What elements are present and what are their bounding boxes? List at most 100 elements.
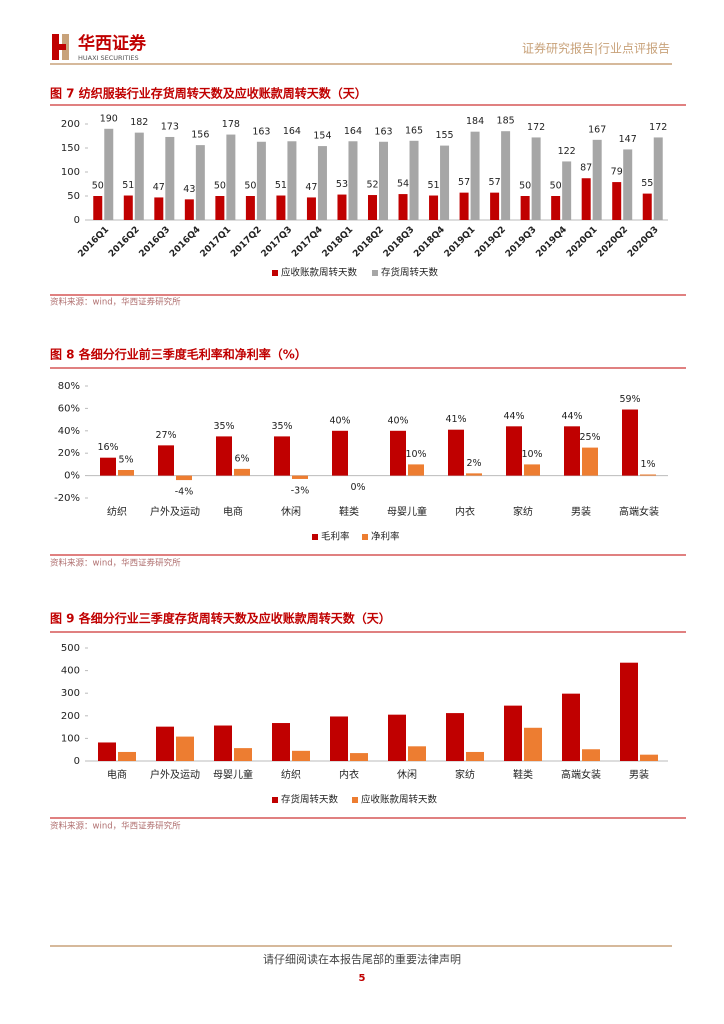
bar [564,426,580,476]
y-tick-label: 150 [61,143,80,154]
bar [531,137,541,220]
data-label: 79 [611,167,623,178]
bar [408,746,426,761]
bar [653,137,663,220]
bar [100,457,116,476]
y-tick-label: 0% [64,471,80,482]
legend-swatch [352,797,358,803]
bar [408,464,424,476]
data-label: 57 [489,177,501,188]
data-label: 173 [161,121,179,132]
x-tick-label: 2016Q1 [77,225,112,260]
bar [490,192,500,220]
x-tick-label: 2016Q3 [138,225,173,260]
bar [440,145,450,220]
bar [98,742,116,761]
bar [592,139,602,220]
x-tick-label: 2016Q4 [168,225,203,260]
data-label: -4% [175,487,194,498]
bar [215,196,225,220]
bar [234,748,252,761]
data-label: 57 [458,177,470,188]
x-tick-label: 2018Q3 [382,225,417,260]
bar [93,196,103,220]
report-type: 证券研究报告|行业点评报告 [522,41,670,56]
data-label: 178 [222,119,240,130]
bar [429,195,439,220]
data-label: 182 [130,117,148,128]
bar [317,146,327,220]
bar [582,749,600,761]
bar [622,409,638,476]
bar [292,750,310,761]
x-tick-label: 休闲 [397,768,417,781]
y-tick-label: 200 [61,119,80,130]
data-label: 41% [445,414,466,425]
y-tick-label: -20% [54,493,80,504]
x-tick-label: 2019Q2 [473,225,508,260]
bar [158,445,174,476]
bar [470,131,480,220]
bar [216,436,232,476]
bar [332,430,348,476]
bar [123,195,133,220]
data-label: 40% [387,415,408,426]
data-label: 87 [580,163,592,174]
data-label: 172 [527,122,545,133]
data-label: 25% [579,432,600,443]
data-label: 59% [619,394,640,405]
x-tick-label: 高端女装 [561,768,601,781]
bar [118,751,136,761]
legend-label: 应收账款周转天数 [281,267,358,279]
bar [292,475,308,479]
data-label: 27% [155,430,176,441]
bar [184,199,194,220]
bar [256,141,266,220]
x-tick-label: 2018Q1 [321,225,356,260]
bar [104,128,114,220]
data-label: 165 [405,125,423,136]
y-tick-label: 300 [61,688,80,699]
bar [466,751,484,761]
source: 资料来源：wind，华西证券研究所 [50,297,181,308]
data-label: 50 [92,181,104,192]
bar [504,705,522,761]
data-label: 122 [558,146,576,157]
bar [176,475,192,481]
x-tick-label: 户外及运动 [150,768,200,781]
data-label: 10% [405,449,426,460]
data-label: 51 [428,180,440,191]
data-label: 50 [244,181,256,192]
y-tick-label: 500 [61,643,80,654]
y-tick-label: 80% [58,381,80,392]
x-tick-label: 电商 [107,768,127,781]
footer-notice: 请仔细阅读在本报告尾部的重要法律声明 [263,952,461,966]
source: 资料来源：wind，华西证券研究所 [50,821,181,832]
figure-title: 图 7 纺织服装行业存货周转天数及应收账款周转天数（天） [50,86,367,101]
y-tick-label: 400 [61,666,80,677]
logo [52,34,69,60]
bar [640,754,658,761]
y-tick-label: 50 [67,191,80,202]
legend-swatch [362,534,368,540]
bar [612,182,622,220]
bar [306,197,316,220]
bar [582,447,598,476]
x-tick-label: 内衣 [339,768,359,781]
bar [165,136,175,220]
bar [276,195,286,220]
x-tick-label: 家纺 [455,768,475,781]
y-tick-label: 60% [58,403,80,414]
y-tick-label: 20% [58,448,80,459]
figure-title: 图 9 各细分行业三季度存货周转天数及应收账款周转天数（天） [50,611,391,626]
bar [501,131,511,220]
x-tick-label: 鞋类 [513,768,533,781]
data-label: 55 [641,178,653,189]
bar [506,426,522,476]
y-tick-label: 0 [74,756,80,767]
bar [379,141,388,220]
legend-label: 应收账款周转天数 [361,794,438,806]
bar [337,194,347,220]
data-label: 52 [366,180,378,191]
x-tick-label: 内衣 [455,505,475,518]
